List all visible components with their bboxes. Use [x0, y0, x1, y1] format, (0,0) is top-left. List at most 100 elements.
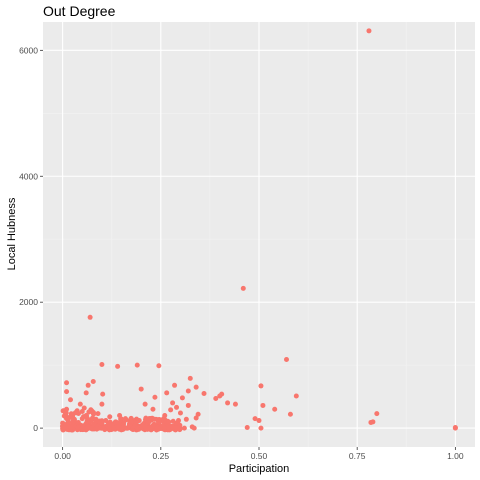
data-point — [89, 408, 95, 414]
data-point — [64, 406, 70, 412]
data-point — [258, 425, 264, 431]
data-point — [88, 425, 94, 431]
data-point — [107, 425, 113, 431]
data-point — [85, 382, 91, 388]
data-point — [162, 425, 168, 431]
data-point — [174, 425, 180, 431]
data-point — [136, 418, 142, 424]
data-point — [256, 418, 262, 424]
data-point — [99, 362, 105, 368]
x-axis: 0.00 0.25 0.50 0.75 1.00 — [54, 447, 464, 461]
data-point — [77, 401, 83, 407]
data-point — [63, 410, 69, 416]
data-point — [156, 363, 162, 369]
data-point — [225, 400, 231, 406]
data-point — [170, 400, 176, 406]
data-point — [71, 418, 77, 424]
data-point — [115, 363, 121, 369]
data-point — [121, 421, 127, 427]
data-point — [117, 413, 123, 419]
data-point — [119, 425, 125, 431]
grid-major — [43, 22, 475, 447]
data-point — [67, 397, 73, 403]
data-point — [64, 389, 70, 395]
data-point — [150, 423, 156, 429]
data-point — [258, 383, 264, 389]
y-axis: 0 2000 4000 6000 — [19, 45, 43, 433]
data-point — [366, 28, 372, 34]
data-point — [172, 382, 178, 388]
data-point — [219, 391, 225, 397]
data-point — [201, 390, 207, 396]
data-point — [99, 420, 105, 426]
data-point — [293, 393, 299, 399]
data-point — [244, 424, 250, 430]
data-point — [187, 375, 193, 381]
data-point — [272, 406, 278, 412]
data-point — [240, 285, 246, 291]
data-point — [174, 404, 180, 410]
data-point — [126, 423, 132, 429]
x-tick-label: 0.50 — [251, 451, 268, 461]
data-point — [75, 424, 81, 430]
data-point — [115, 424, 121, 430]
data-point — [177, 410, 183, 416]
data-point — [193, 415, 199, 421]
data-point — [287, 411, 293, 417]
data-point — [67, 414, 73, 420]
data-point — [175, 418, 181, 424]
data-point — [144, 425, 150, 431]
data-point — [452, 424, 458, 430]
data-point — [374, 411, 380, 417]
x-tick-label: 1.00 — [447, 451, 464, 461]
data-point — [93, 416, 99, 422]
data-point — [185, 388, 191, 394]
data-point — [79, 416, 85, 422]
data-point — [75, 419, 81, 425]
y-tick-label: 4000 — [19, 171, 38, 181]
data-point — [64, 380, 70, 386]
data-point — [162, 413, 168, 419]
data-point — [146, 416, 152, 422]
data-point — [154, 425, 160, 431]
data-point — [193, 384, 199, 390]
data-points — [60, 28, 458, 433]
data-point — [83, 413, 89, 419]
data-point — [166, 425, 172, 431]
data-point — [122, 416, 128, 422]
y-axis-title: Local Hubness — [6, 197, 18, 270]
data-point — [370, 419, 376, 425]
data-point — [142, 401, 148, 407]
data-point — [181, 425, 187, 431]
data-point — [134, 425, 140, 431]
data-point — [66, 419, 72, 425]
data-point — [60, 420, 66, 426]
data-point — [109, 421, 115, 427]
y-tick-label: 6000 — [19, 45, 38, 55]
data-point — [191, 425, 197, 431]
data-point — [179, 395, 185, 401]
data-point — [101, 425, 107, 431]
data-point — [183, 416, 189, 422]
data-point — [252, 416, 258, 422]
data-point — [161, 418, 167, 424]
data-point — [73, 409, 79, 415]
data-point — [100, 391, 106, 397]
data-point — [185, 402, 191, 408]
data-point — [138, 425, 144, 431]
data-point — [164, 390, 170, 396]
data-point — [128, 419, 134, 425]
data-point — [111, 425, 117, 431]
data-point — [283, 356, 289, 362]
data-point — [107, 414, 113, 420]
x-axis-title: Participation — [229, 463, 290, 475]
data-point — [168, 407, 174, 413]
x-tick-label: 0.25 — [153, 451, 170, 461]
data-point — [152, 416, 158, 422]
data-point — [132, 419, 138, 425]
data-point — [103, 418, 109, 424]
x-tick-label: 0.00 — [54, 451, 71, 461]
data-point — [232, 401, 238, 407]
